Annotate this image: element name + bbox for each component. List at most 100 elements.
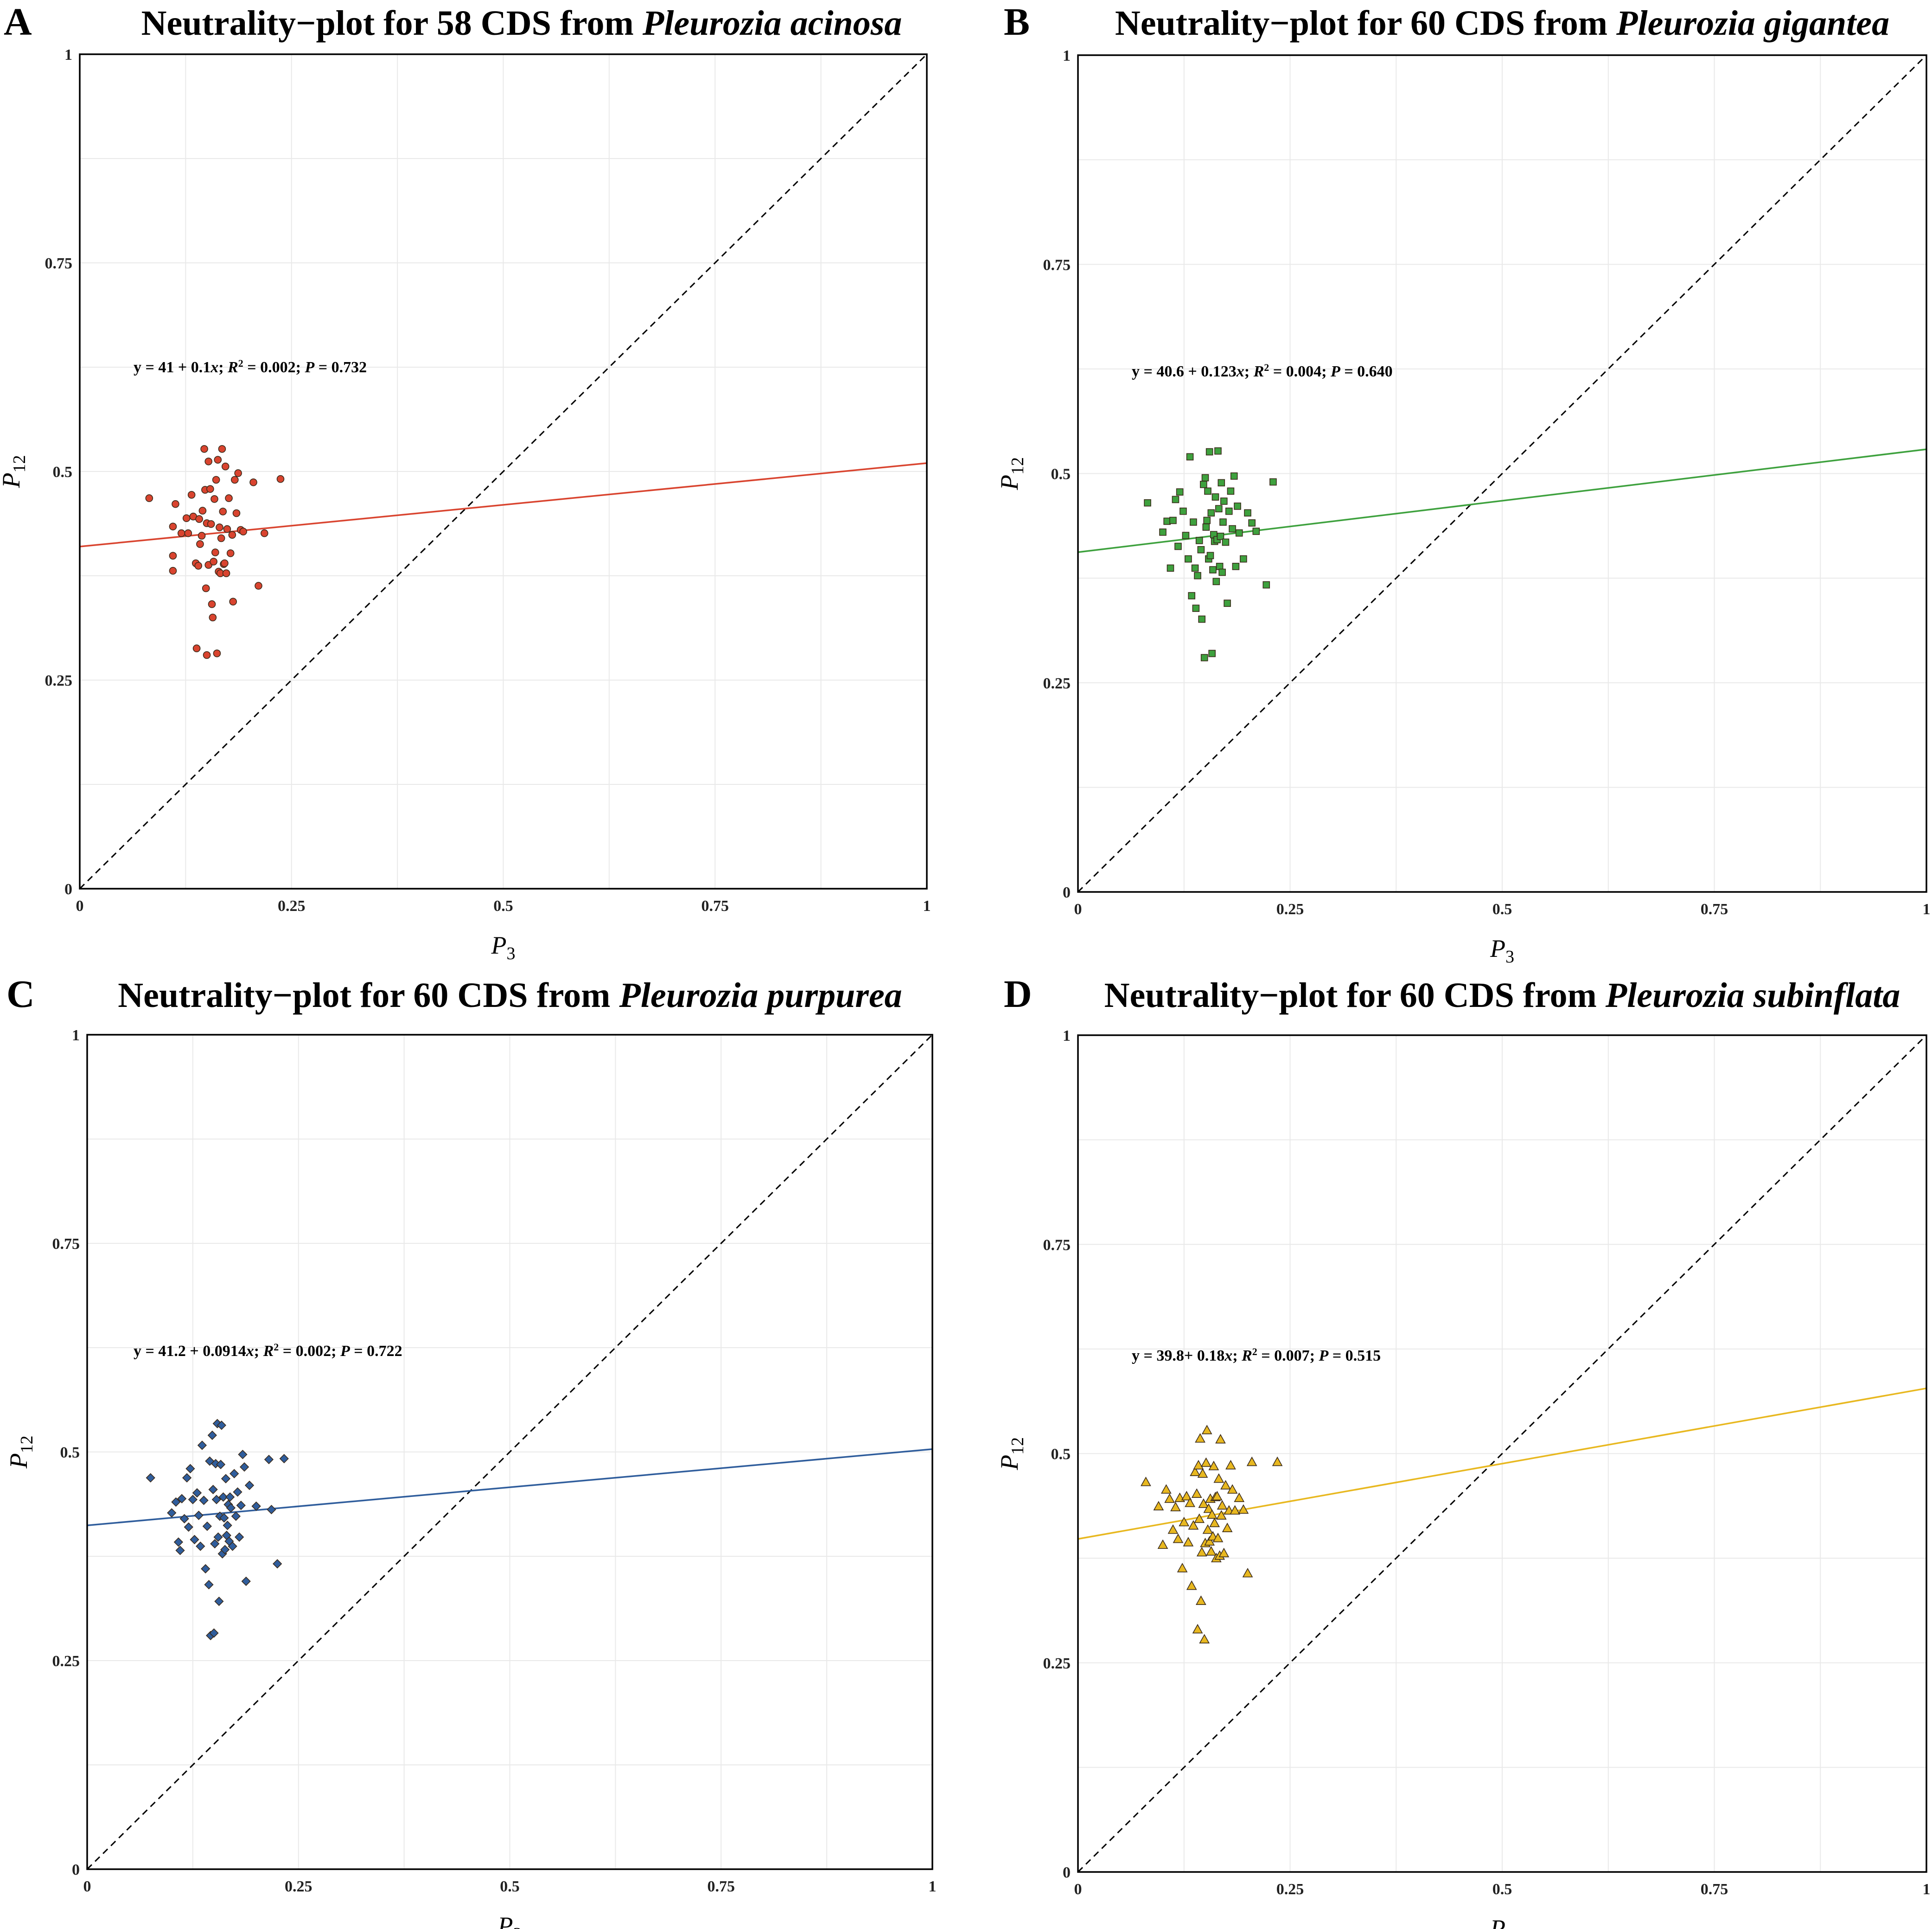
data-point [1242, 1567, 1253, 1578]
data-point [187, 491, 196, 499]
data-point [182, 1473, 192, 1483]
panel-b-title: Neutrality−plot for 60 CDS from Pleurozi… [1115, 4, 1889, 43]
panel-a-plot-frame [79, 53, 928, 890]
data-point [1185, 555, 1192, 563]
data-point [209, 613, 217, 622]
data-point [1225, 507, 1233, 515]
data-point [1211, 493, 1219, 501]
panel-d-y-tick-label: 1 [1063, 1027, 1071, 1044]
data-point [204, 458, 213, 465]
data-point [1172, 496, 1180, 503]
data-point [1207, 509, 1215, 517]
data-point [195, 515, 203, 523]
data-point [1213, 1473, 1224, 1483]
panel-a-y-tick-label: 1 [64, 46, 72, 64]
data-point [1180, 507, 1187, 515]
data-point [1159, 528, 1167, 536]
data-point [171, 1497, 181, 1507]
data-point [1198, 1498, 1209, 1508]
data-point [1198, 615, 1205, 623]
data-point [213, 1532, 223, 1542]
data-point [1160, 1484, 1172, 1494]
data-point [1217, 533, 1224, 540]
data-point [1227, 487, 1235, 495]
data-point [1177, 1563, 1188, 1572]
data-point [1244, 509, 1251, 517]
data-point [1220, 1480, 1231, 1490]
data-point [210, 495, 218, 503]
panel-b-reference-line [1077, 54, 1927, 893]
panel-b-y-tick-label: 1 [1063, 47, 1071, 64]
data-point [249, 478, 257, 486]
panel-a-y-axis-label: P12 [0, 455, 29, 489]
data-point [1222, 1522, 1233, 1532]
data-point [1208, 649, 1216, 657]
panel-a-y-tick-label: 0.5 [53, 464, 73, 481]
panel-c-x-tick-label: 0.5 [500, 1878, 520, 1895]
data-point [1183, 1537, 1194, 1547]
panel-c-y-tick-label: 0.25 [52, 1653, 80, 1670]
panel-c-x-tick-label: 0 [83, 1878, 91, 1895]
data-point [1215, 1434, 1226, 1444]
data-point [203, 651, 211, 659]
data-point [190, 1534, 199, 1545]
panel-c-y-tick-label: 0.5 [60, 1444, 80, 1461]
panel-c-grid [87, 1035, 932, 1869]
panel-a-x-tick-label: 0 [76, 898, 84, 915]
data-point [1185, 1497, 1195, 1507]
data-point [1176, 488, 1184, 496]
data-point [1214, 447, 1222, 455]
panel-b-y-tick-label: 0.25 [1043, 675, 1071, 692]
data-point [239, 1462, 249, 1472]
panel-a-y-tick-label: 0.25 [45, 672, 73, 689]
data-point [276, 475, 285, 483]
data-point [260, 529, 268, 537]
panel-d-regression-equation: y = 39.8+ 0.18x; R2 = 0.007; P = 0.515 [1132, 1346, 1381, 1364]
panel-b-title-prefix: Neutrality−plot for 60 CDS from [1115, 4, 1616, 43]
data-point [1164, 1493, 1175, 1503]
data-point [221, 559, 229, 567]
data-point [1141, 1477, 1151, 1486]
data-point [196, 1541, 205, 1551]
panel-c-regression-equation: y = 41.2 + 0.0914x; R2 = 0.002; P = 0.72… [134, 1341, 402, 1360]
data-point [273, 1559, 282, 1569]
panel-c-title-species: Pleurozia purpurea [618, 976, 902, 1015]
panel-a-x-axis-label: P3 [491, 931, 516, 963]
panel-b-x-tick-label: 0.25 [1276, 901, 1304, 918]
data-point [1272, 1456, 1283, 1466]
panel-c-regression-line [87, 1448, 933, 1527]
data-point [1167, 564, 1174, 572]
panel-a-title-prefix: Neutrality−plot for 58 CDS from [141, 4, 643, 43]
data-point [218, 1492, 228, 1502]
data-point [1208, 1460, 1219, 1471]
data-point [1144, 499, 1151, 507]
data-point [172, 500, 179, 508]
data-point [1234, 1492, 1245, 1502]
data-point [231, 1511, 241, 1521]
data-point [218, 445, 226, 453]
data-point [1230, 1505, 1240, 1515]
panel-b-x-axis-label: P3 [1490, 935, 1514, 967]
data-point [214, 1597, 224, 1606]
panel-d-y-tick-label: 0.75 [1043, 1236, 1071, 1254]
data-point [1190, 518, 1197, 526]
panel-c-plot-frame [86, 1034, 933, 1870]
data-point [198, 532, 206, 540]
panel-c-x-tick-label: 1 [929, 1878, 937, 1895]
data-point [1188, 592, 1196, 599]
data-point [169, 522, 177, 531]
data-point [200, 445, 208, 453]
panel-c-reference-line [86, 1034, 933, 1870]
data-point [169, 567, 177, 575]
data-point [1232, 563, 1240, 570]
data-point [188, 1495, 198, 1504]
data-point [1195, 537, 1203, 544]
data-point [197, 1440, 207, 1450]
data-point [192, 644, 201, 652]
data-point [217, 534, 225, 542]
data-point [1203, 516, 1211, 524]
data-point [202, 1522, 212, 1531]
data-point [1238, 1504, 1249, 1514]
panel-d-plot-frame [1077, 1034, 1927, 1873]
panel-c-x-tick-label: 0.25 [285, 1878, 312, 1895]
